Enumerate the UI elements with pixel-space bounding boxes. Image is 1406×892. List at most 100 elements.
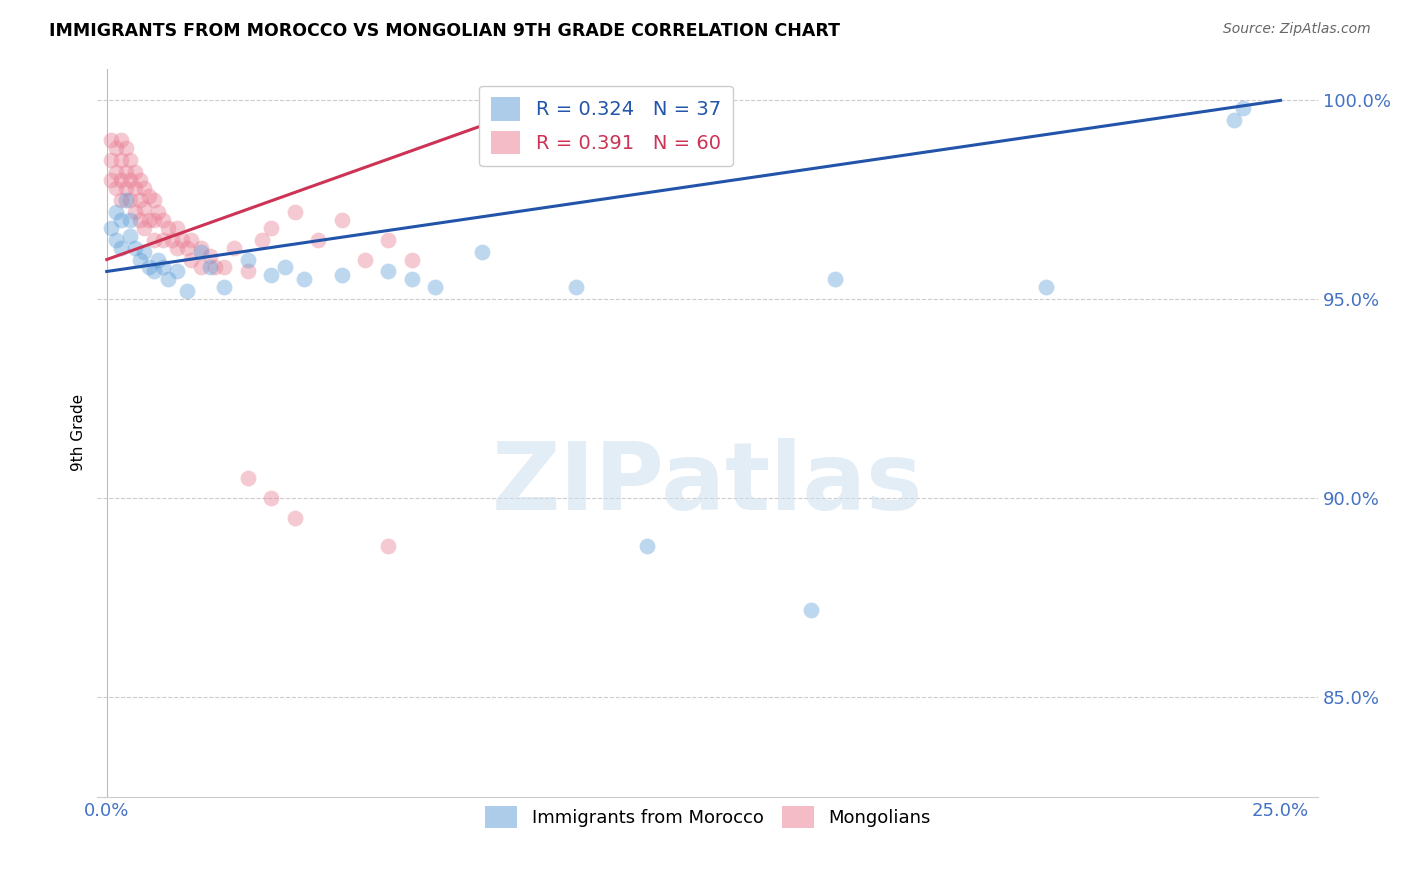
Point [156, 272, 179, 286]
Point [138, 189, 160, 203]
Point [212, 260, 235, 275]
Point [110, 241, 132, 255]
Point [236, 471, 259, 485]
Point [105, 165, 128, 179]
Point [128, 252, 150, 267]
Text: IMMIGRANTS FROM MOROCCO VS MONGOLIAN 9TH GRADE CORRELATION CHART: IMMIGRANTS FROM MOROCCO VS MONGOLIAN 9TH… [49, 22, 841, 40]
Point [110, 173, 132, 187]
Point [124, 204, 146, 219]
Point [1222, 113, 1244, 128]
Point [114, 141, 136, 155]
Point [142, 193, 165, 207]
Point [105, 233, 128, 247]
Point [105, 141, 128, 155]
Point [120, 153, 142, 167]
Point [824, 272, 846, 286]
Point [156, 220, 179, 235]
Point [176, 241, 198, 255]
Legend: Immigrants from Morocco, Mongolians: Immigrants from Morocco, Mongolians [478, 798, 938, 835]
Point [354, 252, 377, 267]
Point [190, 260, 212, 275]
Point [330, 268, 353, 283]
Y-axis label: 9th Grade: 9th Grade [72, 394, 86, 471]
Point [114, 181, 136, 195]
Point [134, 201, 156, 215]
Point [190, 244, 212, 259]
Point [110, 193, 132, 207]
Point [128, 193, 150, 207]
Text: Source: ZipAtlas.com: Source: ZipAtlas.com [1223, 22, 1371, 37]
Point [166, 220, 188, 235]
Point [190, 241, 212, 255]
Point [180, 252, 202, 267]
Point [471, 244, 494, 259]
Point [124, 181, 146, 195]
Point [330, 212, 353, 227]
Point [377, 233, 399, 247]
Point [180, 233, 202, 247]
Point [148, 252, 170, 267]
Point [204, 260, 226, 275]
Point [166, 264, 188, 278]
Point [134, 220, 156, 235]
Point [212, 280, 235, 294]
Point [1035, 280, 1057, 294]
Point [110, 212, 132, 227]
Point [800, 603, 823, 617]
Point [114, 193, 136, 207]
Point [260, 268, 283, 283]
Point [198, 249, 221, 263]
Point [142, 264, 165, 278]
Point [152, 212, 174, 227]
Point [401, 252, 423, 267]
Point [236, 264, 259, 278]
Point [1232, 101, 1254, 115]
Point [138, 212, 160, 227]
Point [283, 511, 305, 525]
Point [162, 233, 184, 247]
Point [222, 241, 245, 255]
Point [120, 193, 142, 207]
Point [236, 252, 259, 267]
Point [170, 233, 193, 247]
Point [292, 272, 315, 286]
Point [120, 173, 142, 187]
Point [120, 212, 142, 227]
Point [152, 260, 174, 275]
Point [100, 220, 122, 235]
Point [105, 181, 128, 195]
Point [114, 165, 136, 179]
Point [565, 280, 588, 294]
Point [142, 233, 165, 247]
Point [134, 181, 156, 195]
Point [176, 285, 198, 299]
Point [110, 133, 132, 147]
Point [134, 244, 156, 259]
Point [100, 173, 122, 187]
Point [105, 204, 128, 219]
Point [425, 280, 447, 294]
Point [166, 241, 188, 255]
Point [283, 204, 305, 219]
Point [124, 241, 146, 255]
Point [100, 133, 122, 147]
Point [152, 233, 174, 247]
Point [260, 491, 283, 506]
Point [377, 264, 399, 278]
Point [260, 220, 283, 235]
Point [142, 212, 165, 227]
Point [120, 228, 142, 243]
Point [128, 212, 150, 227]
Point [124, 165, 146, 179]
Point [138, 260, 160, 275]
Text: ZIPatlas: ZIPatlas [492, 438, 924, 530]
Point [377, 539, 399, 553]
Point [250, 233, 273, 247]
Point [307, 233, 329, 247]
Point [401, 272, 423, 286]
Point [110, 153, 132, 167]
Point [636, 539, 658, 553]
Point [100, 153, 122, 167]
Point [148, 204, 170, 219]
Point [128, 173, 150, 187]
